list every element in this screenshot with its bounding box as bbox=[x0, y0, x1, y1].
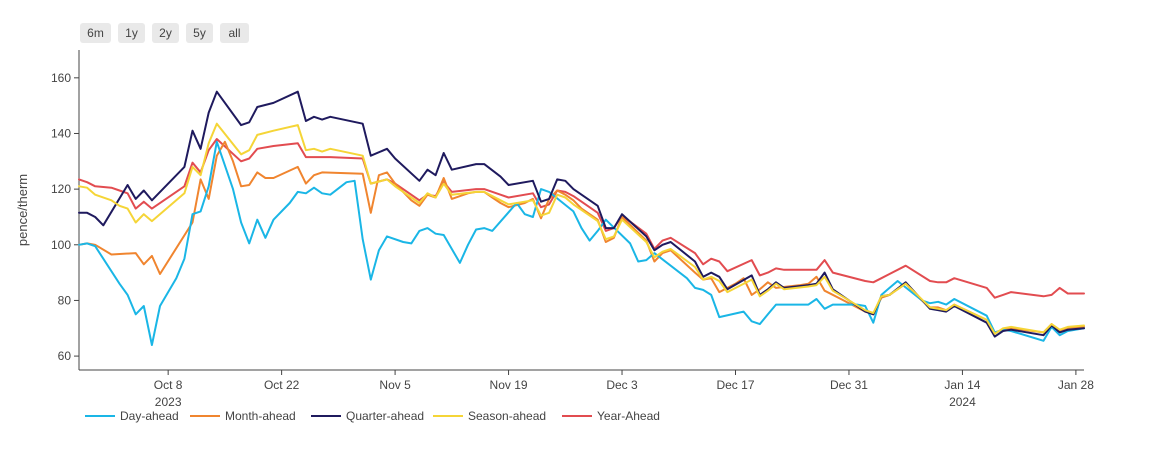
legend-label: Day-ahead bbox=[120, 409, 179, 423]
legend-item-season-ahead[interactable]: Season-ahead bbox=[433, 409, 546, 423]
x-tick-label: Dec 3 bbox=[606, 378, 638, 392]
legend-label: Month-ahead bbox=[225, 409, 296, 423]
series-line-year-ahead bbox=[78, 138, 1085, 299]
series-line-month-ahead bbox=[78, 140, 1085, 334]
plot-area bbox=[78, 90, 1085, 346]
range-selector: 6m 1y 2y 5y all bbox=[80, 23, 249, 43]
range-button-bg bbox=[118, 23, 145, 43]
series-line-quarter-ahead bbox=[78, 90, 1085, 338]
x-tick-label: Nov 19 bbox=[490, 378, 528, 392]
range-button-bg bbox=[152, 23, 179, 43]
range-button-bg bbox=[220, 23, 249, 43]
y-axis-title: pence/therm bbox=[15, 174, 30, 246]
y-tick-label: 80 bbox=[58, 293, 72, 307]
x-tick-year-label: 2024 bbox=[949, 395, 976, 409]
x-tick-year-label: 2023 bbox=[155, 395, 182, 409]
range-button-5y[interactable]: 5y bbox=[186, 23, 213, 43]
legend-label: Season-ahead bbox=[468, 409, 546, 423]
x-tick-label: Dec 17 bbox=[716, 378, 754, 392]
range-button-label: 5y bbox=[193, 26, 206, 40]
range-button-all[interactable]: all bbox=[220, 23, 249, 43]
range-button-2y[interactable]: 2y bbox=[152, 23, 179, 43]
series-line-season-ahead bbox=[78, 122, 1085, 335]
range-button-label: 2y bbox=[159, 26, 172, 40]
range-button-label: all bbox=[228, 26, 240, 40]
y-tick-label: 160 bbox=[51, 71, 71, 85]
y-tick-label: 100 bbox=[51, 238, 71, 252]
y-tick-label: 120 bbox=[51, 182, 71, 196]
x-tick-label: Oct 22 bbox=[264, 378, 300, 392]
x-tick-label: Jan 14 bbox=[944, 378, 980, 392]
range-button-label: 6m bbox=[87, 26, 104, 40]
range-button-6m[interactable]: 6m bbox=[80, 23, 111, 43]
x-tick-label: Oct 8 bbox=[154, 378, 183, 392]
x-tick-label: Nov 5 bbox=[379, 378, 411, 392]
range-button-1y[interactable]: 1y bbox=[118, 23, 145, 43]
range-button-bg bbox=[186, 23, 213, 43]
y-tick-label: 140 bbox=[51, 126, 71, 140]
legend-item-day-ahead[interactable]: Day-ahead bbox=[85, 409, 179, 423]
legend-label: Year-Ahead bbox=[597, 409, 660, 423]
y-tick-label: 60 bbox=[58, 349, 72, 363]
legend-item-quarter-ahead[interactable]: Quarter-ahead bbox=[311, 409, 424, 423]
series-line-day-ahead bbox=[78, 140, 1085, 346]
legend: Day-ahead Month-ahead Quarter-ahead Season-… bbox=[85, 409, 660, 423]
range-button-bg bbox=[80, 23, 111, 43]
legend-label: Quarter-ahead bbox=[346, 409, 424, 423]
y-axis: 60 80 100 120 140 160 bbox=[51, 50, 80, 370]
x-tick-label: Dec 31 bbox=[830, 378, 868, 392]
legend-item-year-ahead[interactable]: Year-Ahead bbox=[562, 409, 660, 423]
legend-item-month-ahead[interactable]: Month-ahead bbox=[190, 409, 296, 423]
x-axis: Oct 8 2023 Oct 22 Nov 5 Nov 19 Dec 3 Dec 17 Dec… bbox=[79, 369, 1094, 409]
x-tick-label: Jan 28 bbox=[1058, 378, 1094, 392]
range-button-label: 1y bbox=[125, 26, 138, 40]
